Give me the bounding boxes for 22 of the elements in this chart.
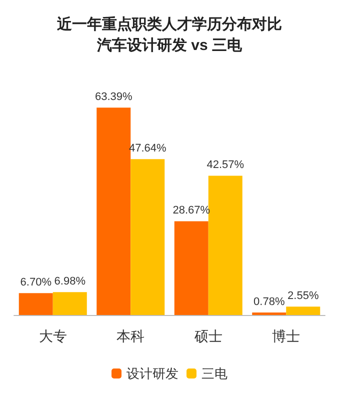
- bar: [174, 221, 208, 315]
- x-tick-label: 硕士: [193, 328, 222, 344]
- data-label: 42.57%: [206, 159, 244, 172]
- bar: [52, 292, 87, 315]
- bar: [18, 293, 53, 315]
- bar: [286, 306, 320, 315]
- bar: [96, 108, 131, 315]
- data-label: 0.78%: [254, 296, 285, 308]
- data-label: 6.70%: [20, 276, 52, 289]
- bar: [208, 176, 242, 315]
- legend-label: 设计研发: [126, 366, 178, 381]
- x-tick-label: 博士: [272, 328, 300, 344]
- chart-title: 近一年重点职类人才学历分布对比: [56, 16, 282, 33]
- data-label: 6.98%: [54, 276, 86, 288]
- data-label: 63.39%: [94, 91, 132, 104]
- data-label: 2.55%: [288, 290, 319, 302]
- bar: [252, 312, 286, 315]
- legend-label: 三电: [202, 366, 228, 381]
- x-tick-label: 大专: [38, 328, 67, 344]
- x-tick-label: 本科: [116, 328, 145, 344]
- chart-subtitle: 汽车设计研发 vs 三电: [96, 36, 244, 54]
- bar: [130, 159, 165, 315]
